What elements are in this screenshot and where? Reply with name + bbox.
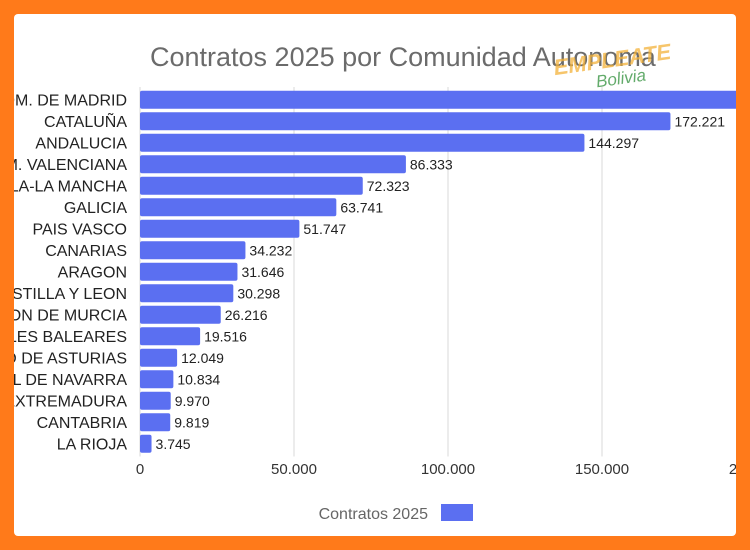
bar [140,327,201,346]
category-label: REGION DE MURCIA [14,307,127,324]
bar [140,262,238,281]
chart-title: Contratos 2025 por Comunidad Autonoma [150,42,657,72]
value-label: 9.819 [174,414,209,430]
category-label: COM. DE MADRID [14,92,127,109]
value-label: 9.970 [175,393,210,409]
category-label: ARAGON [58,264,127,281]
bar [140,90,736,109]
category-label: LA RIOJA [57,436,128,453]
bar [140,348,178,367]
value-label: 86.333 [410,156,453,172]
bar [140,284,234,303]
value-label: 10.834 [177,371,220,387]
value-label: 19.516 [204,328,247,344]
bar [140,176,363,195]
bar [140,133,585,152]
bar [140,391,171,410]
value-label: 72.323 [367,178,410,194]
bar [140,112,671,131]
category-label: ILLES BALEARES [14,329,127,346]
x-tick-label: 200.000 [729,461,736,478]
legend-swatch [441,504,473,521]
bar-chart: Contratos 2025 por Comunidad Autonoma CO… [14,39,736,523]
bar [140,434,152,453]
value-label: 172.221 [674,113,725,129]
category-label: PRINCIPADO DE ASTURIAS [14,350,127,367]
bar [140,370,174,389]
category-label: CATALUÑA [44,111,127,131]
category-label: ANDALUCIA [35,135,127,152]
value-label: 34.232 [249,242,292,258]
bar [140,413,171,432]
chart-frame: Contratos 2025 por Comunidad Autonoma CO… [14,14,736,536]
value-label: 31.646 [241,264,284,280]
value-label: 12.049 [181,350,224,366]
category-label: EXTREMADURA [14,393,127,410]
bar [140,155,406,174]
category-label: CANARIAS [45,243,127,260]
category-labels: COM. DE MADRID CATALUÑA ANDALUCIA COM. VALE… [14,92,127,453]
x-tick-label: 0 [136,461,144,478]
category-label: GALICIA [64,200,127,217]
category-label: CASTILLA-LA MANCHA [14,178,127,195]
value-label: 144.297 [588,135,639,151]
bar [140,198,337,217]
bar [140,219,300,238]
value-label: 51.747 [303,221,346,237]
x-axis-ticks: 0 50.000 100.000 150.000 200.000 [136,461,736,478]
category-label: PAIS VASCO [32,221,127,238]
category-label: CASTILLA Y LEON [14,286,127,303]
x-tick-label: 50.000 [271,461,317,478]
category-label: COM. VALENCIANA [14,157,127,174]
legend: Contratos 2025 [319,504,473,523]
value-label: 26.216 [225,307,268,323]
x-tick-label: 100.000 [421,461,475,478]
category-label: CANTABRIA [37,415,128,432]
value-label: 3.745 [156,436,191,452]
value-label: 63.741 [340,199,383,215]
x-tick-label: 150.000 [575,461,629,478]
bar [140,305,221,324]
bar [140,241,246,260]
bars [140,90,736,453]
value-label: 30.298 [237,285,280,301]
legend-label: Contratos 2025 [319,506,429,523]
category-label: COM. FORAL DE NAVARRA [14,372,127,389]
